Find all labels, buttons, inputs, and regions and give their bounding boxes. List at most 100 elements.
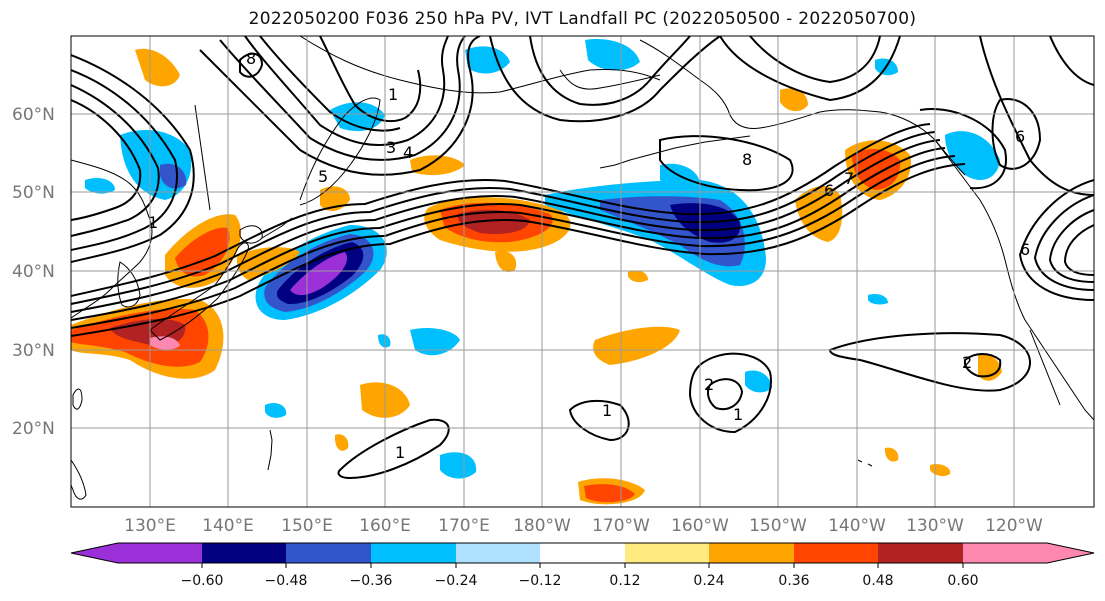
aleutian-islands bbox=[599, 135, 751, 169]
pv-positive-region bbox=[584, 484, 635, 503]
pv-contour-line bbox=[71, 139, 941, 313]
lat-label: 20°N bbox=[12, 419, 55, 439]
colorbar-ticks bbox=[201, 563, 964, 568]
graticule bbox=[71, 36, 1094, 507]
lon-label: 160°E bbox=[359, 516, 411, 536]
map-title: 2022050200 F036 250 hPa PV, IVT Landfall… bbox=[248, 9, 917, 29]
lon-label: 160°W bbox=[671, 516, 729, 536]
lon-label: 170°W bbox=[592, 516, 650, 536]
japan-coastline bbox=[149, 242, 249, 341]
colorbar-tick-label: 0.48 bbox=[862, 573, 893, 589]
colorbar-tick-label: −0.24 bbox=[435, 573, 478, 589]
colorbar: −0.60 −0.48 −0.36 −0.24 −0.12 0.12 0.24 … bbox=[70, 542, 1095, 589]
pv-positive-region bbox=[978, 354, 1002, 381]
kuril-islands bbox=[261, 217, 293, 239]
colorbar-segment bbox=[625, 543, 709, 563]
pv-contours bbox=[71, 36, 1094, 480]
pv-positive-region bbox=[135, 48, 180, 87]
colorbar-tick-label: −0.12 bbox=[519, 573, 562, 589]
colorbar-segment bbox=[794, 543, 878, 563]
pv-contour-line bbox=[963, 353, 1002, 378]
pv-negative-region bbox=[410, 328, 460, 356]
pv-contour-line bbox=[979, 36, 1094, 196]
sakhalin-coastline bbox=[194, 104, 211, 211]
contour-label: 1 bbox=[388, 85, 398, 104]
contour-label: 8 bbox=[742, 150, 752, 169]
colorbar-tick-label: −0.36 bbox=[350, 573, 393, 589]
contour-label: 3 bbox=[386, 138, 396, 157]
pv-negative-region bbox=[85, 178, 115, 194]
colorbar-segment bbox=[202, 543, 286, 563]
pv-contour-line bbox=[239, 52, 264, 78]
pv-positive-region bbox=[150, 336, 180, 350]
colorbar-segment bbox=[371, 543, 456, 563]
longitude-labels: 130°E 140°E 150°E 160°E 170°E 180°W 170°… bbox=[124, 516, 1043, 536]
pv-positive-region bbox=[495, 250, 517, 272]
pv-contour-line bbox=[719, 36, 901, 102]
siberia-coastline bbox=[299, 36, 661, 94]
colorbar-segment bbox=[709, 543, 794, 563]
pv-contour-line bbox=[71, 163, 966, 337]
lon-label: 170°E bbox=[438, 516, 490, 536]
pv-contour-line bbox=[71, 131, 936, 305]
pv-contour-line bbox=[71, 54, 195, 263]
colorbar-tick-label: −0.48 bbox=[265, 573, 308, 589]
map-frame bbox=[70, 35, 1095, 508]
lat-label: 30°N bbox=[12, 341, 55, 361]
lon-label: 120°W bbox=[985, 516, 1043, 536]
pv-contour-line bbox=[71, 84, 160, 237]
pv-contour-line bbox=[71, 99, 142, 221]
pv-contour-line bbox=[259, 36, 401, 132]
contour-label: 1 bbox=[148, 213, 158, 232]
pv-positive-region bbox=[236, 247, 300, 280]
contour-label: 6 bbox=[1020, 240, 1030, 259]
contour-label: 8 bbox=[246, 49, 256, 68]
pv-contour-line bbox=[319, 36, 422, 123]
pv-contour-line bbox=[71, 69, 178, 251]
lon-label: 150°W bbox=[749, 516, 807, 536]
lon-label: 130°W bbox=[906, 516, 964, 536]
pv-negative-region bbox=[378, 334, 391, 348]
pv-contour-line bbox=[1018, 179, 1094, 301]
pv-negative-region bbox=[160, 163, 187, 189]
chukotka-coastline bbox=[559, 69, 661, 90]
philippines-coastline bbox=[71, 459, 87, 500]
pv-contour-line bbox=[1033, 194, 1094, 291]
colorbar-tick-label: 0.24 bbox=[693, 573, 724, 589]
lon-label: 130°E bbox=[124, 516, 176, 536]
contour-label: 1 bbox=[733, 405, 743, 424]
contour-label: 2 bbox=[704, 375, 714, 394]
pv-positive-region bbox=[593, 326, 680, 365]
pv-positive-region bbox=[795, 185, 843, 242]
pv-contour-line bbox=[71, 155, 956, 329]
pv-negative-region bbox=[745, 370, 772, 393]
contour-label: 6 bbox=[1015, 127, 1025, 146]
baja-coastline bbox=[1029, 329, 1061, 406]
colorbar-tick-label: 0.12 bbox=[609, 573, 640, 589]
kamchatka-coastline bbox=[299, 97, 381, 206]
pv-contour-line bbox=[199, 36, 481, 176]
lon-label: 180°W bbox=[513, 516, 571, 536]
pv-negative-region bbox=[265, 403, 287, 418]
pv-positive-region bbox=[885, 447, 899, 462]
pv-positive-region bbox=[175, 227, 230, 277]
contour-label: 5 bbox=[318, 167, 328, 186]
contour-label: 7 bbox=[844, 169, 854, 188]
pv-negative-region bbox=[868, 293, 888, 305]
contour-label: 2 bbox=[962, 353, 972, 372]
pv-negative-region bbox=[440, 452, 477, 479]
colorbar-outline bbox=[70, 542, 1095, 564]
pv-contour-line bbox=[749, 36, 881, 84]
pv-positive-region bbox=[335, 434, 349, 451]
pv-contour-line bbox=[1063, 224, 1094, 276]
taiwan-coastline bbox=[72, 388, 83, 410]
pv-positive-region bbox=[780, 88, 808, 112]
colorbar-segment bbox=[286, 543, 371, 563]
contour-labels: 8 1 3 4 5 8 6 7 6 6 2 1 1 1 1 2 bbox=[148, 49, 1030, 462]
pv-contour-line bbox=[828, 332, 1031, 392]
pv-contour-line bbox=[919, 108, 1007, 190]
contour-label: 4 bbox=[403, 143, 413, 162]
pv-contour-line bbox=[489, 36, 721, 123]
contour-label: 1 bbox=[602, 401, 612, 420]
